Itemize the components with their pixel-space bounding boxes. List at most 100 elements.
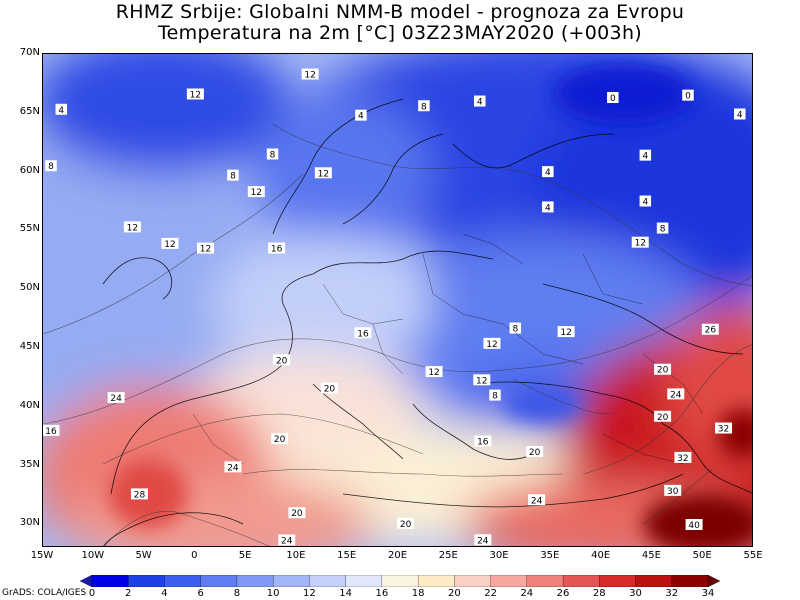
contour-label: 8 [656, 222, 669, 235]
contour-label-text: 24 [477, 536, 489, 546]
contour-label-text: 12 [251, 188, 262, 198]
colorbar-tick-label: 26 [556, 588, 570, 599]
contour-label-text: 8 [230, 172, 236, 182]
contour-label-text: 20 [529, 448, 541, 458]
contour-label-bg [509, 322, 522, 334]
contour-label-text: 20 [291, 509, 303, 519]
colorbar-tick-label: 2 [125, 588, 132, 599]
contour-label-text: 4 [358, 112, 364, 122]
contour-label-text: 0 [610, 94, 616, 104]
contour-label-bg [247, 186, 265, 198]
contour-label-bg [734, 108, 746, 120]
contour-label-bg [715, 422, 733, 434]
contour-label-bg [489, 389, 501, 401]
contour-label-bg [542, 166, 554, 178]
contour-label-bg [355, 109, 367, 121]
colorbar-tick-label: 10 [266, 588, 280, 599]
contour-label: 8 [489, 389, 501, 402]
colorbar-swatch [526, 575, 564, 587]
contour-label-text: 12 [127, 223, 138, 233]
colorbar-swatch [273, 575, 311, 587]
longitude-label: 35E [540, 550, 560, 561]
contour-label: 20 [320, 382, 338, 395]
contour-label: 40 [685, 518, 703, 531]
contour-label-bg [314, 167, 332, 179]
longitude-label: 15W [30, 550, 54, 561]
contour-label-bg [542, 201, 554, 213]
contour-label-text: 20 [274, 435, 286, 445]
colorbar [80, 575, 720, 587]
contour-label-bg [631, 236, 649, 248]
contour-label: 12 [123, 221, 141, 233]
contour-label-bg [664, 484, 682, 496]
contour-label-bg [268, 242, 286, 254]
contour-label: 12 [301, 68, 319, 80]
contour-label: 4 [639, 195, 652, 208]
contour-label-text: 4 [642, 198, 648, 208]
latitude-label: 35N [19, 458, 40, 470]
contour-label: 8 [227, 169, 239, 182]
contour-label: 4 [55, 103, 68, 116]
temperature-map[interactable]: 4 12 12 4 8 4 0 0 4 8 8 8 12 4 4 4 4 12 12 12 12 16 8 12 16 8 12 20… [42, 53, 753, 547]
colorbar-tick-label: 8 [233, 588, 241, 599]
contour-label: 12 [473, 374, 491, 386]
contour-label-text: 20 [657, 366, 669, 376]
contour-label-bg [474, 534, 492, 546]
contour-label: 24 [224, 461, 242, 473]
contour-label-bg [425, 366, 443, 378]
contour-label-text: 16 [271, 245, 283, 255]
contour-label: 8 [509, 322, 522, 335]
contour-label-text: 20 [276, 356, 288, 366]
contour-label-text: 8 [492, 392, 498, 402]
colorbar-swatch [707, 575, 720, 587]
contour-label-bg [526, 446, 544, 458]
contour-label-text: 40 [688, 521, 700, 531]
contour-label-text: 8 [270, 150, 276, 160]
contour-label-text: 12 [190, 90, 201, 100]
colorbar-swatch [562, 575, 600, 587]
contour-label-bg [557, 326, 575, 338]
contour-label: 20 [273, 354, 291, 366]
contour-label: 12 [631, 236, 649, 249]
contour-label: 20 [654, 363, 672, 376]
colorbar-tick-label: 16 [375, 588, 389, 599]
contour-label: 4 [639, 149, 652, 162]
contour-label: 20 [526, 446, 544, 458]
contour-label-bg [320, 382, 338, 394]
contour-label-bg [674, 451, 692, 463]
contour-label-bg [186, 88, 204, 100]
contour-label-bg [123, 221, 141, 233]
coastlines [102, 98, 752, 546]
contour-label-bg [639, 195, 652, 207]
colorbar-tick-label: 34 [701, 588, 715, 599]
contour-label: 12 [247, 186, 265, 198]
longitude-label: 10E [286, 550, 306, 561]
contour-label-bg [528, 494, 546, 506]
latitude-label: 50N [19, 282, 40, 294]
colorbar-swatch [91, 575, 129, 587]
title-line-1: RHMZ Srbije: Globalni NMM-B model - prog… [115, 1, 685, 23]
contour-label: 30 [664, 484, 682, 497]
contour-label-text: 4 [545, 168, 551, 178]
contour-label-bg [224, 461, 242, 473]
colorbar-tick-label: 22 [484, 588, 497, 599]
contour-label: 24 [278, 534, 296, 546]
colorbar-swatch [164, 575, 202, 587]
colorbar-tick-label: 24 [520, 588, 534, 599]
colorbar-tick-label: 20 [447, 588, 461, 599]
contour-label: 12 [483, 337, 501, 350]
contour-label-bg [667, 388, 685, 400]
contour-label: 4 [474, 95, 486, 108]
contour-label-text: 4 [545, 203, 551, 213]
contour-label-bg [278, 534, 296, 546]
contour-label: 28 [130, 488, 148, 500]
colorbar-swatch [80, 575, 93, 587]
contour-label-text: 12 [200, 245, 211, 255]
latitude-label: 60N [19, 164, 40, 176]
contour-label-text: 16 [357, 329, 369, 339]
colorbar-tick-label: 30 [629, 588, 642, 599]
contour-label-bg [130, 488, 148, 500]
contour-label: 8 [45, 160, 57, 172]
contour-lines [43, 123, 752, 546]
